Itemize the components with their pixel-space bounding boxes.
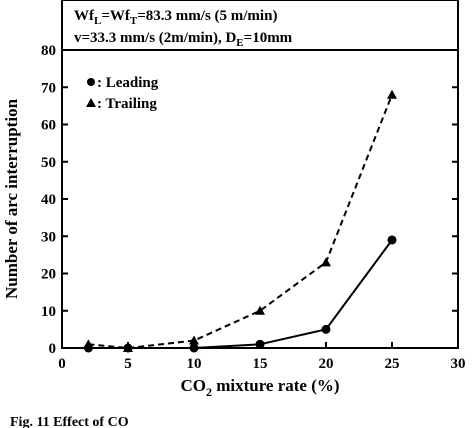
legend-trailing-label: : Trailing (97, 96, 157, 112)
x-label-rest: mixture rate (%) (212, 376, 340, 395)
y-tick-label: 0 (49, 341, 57, 357)
data-point-trailing (255, 305, 265, 315)
cond2-prefix: v=33.3 mm/s (2m/min), D (74, 30, 236, 46)
y-axis-label: Number of arc interruption (2, 98, 21, 299)
conditions-box (61, 0, 459, 51)
legend: : Leading : Trailing (86, 75, 159, 112)
x-tick-label: 0 (58, 356, 66, 372)
y-tick-label: 70 (41, 80, 56, 96)
y-tick-label: 20 (41, 267, 56, 283)
x-tick-label: 30 (451, 356, 466, 372)
cond1-mid: =Wf (101, 8, 131, 24)
x-tick-label: 25 (385, 356, 400, 372)
data-point-trailing (83, 339, 94, 349)
data-point-trailing (123, 343, 133, 352)
legend-leading-marker (87, 78, 95, 86)
x-tick-label: 5 (124, 356, 132, 372)
cond2-sub: E (236, 37, 243, 49)
y-tick-label: 40 (41, 192, 56, 208)
legend-trailing-marker (86, 98, 96, 107)
cond2-rest: =10mm (244, 30, 293, 46)
cond1-sub2: T (130, 15, 138, 27)
conditions-line-1: WfL=WfT=83.3 mm/s (5 m/min) (74, 8, 277, 27)
y-tick-label: 60 (41, 118, 56, 134)
x-axis-label: CO2 mixture rate (%) (180, 376, 339, 399)
cond1-rest: =83.3 mm/s (5 m/min) (137, 8, 277, 24)
series-line-leading (88, 239, 393, 349)
cond1-sub1: L (94, 15, 101, 27)
data-point-leading (189, 343, 199, 353)
data-point-leading (387, 235, 397, 245)
x-tick-label: 10 (187, 356, 202, 372)
series-layer (83, 89, 397, 353)
y-tick-label: 50 (41, 155, 56, 171)
x-tick-label: 20 (319, 356, 334, 372)
series-line-trailing (88, 94, 393, 350)
cond1-prefix: Wf (74, 8, 95, 24)
y-axis-ticks: 0 10 20 30 40 50 60 70 80 (41, 43, 458, 357)
figure-caption: Fig. 11 Effect of CO (10, 415, 129, 428)
data-point-trailing (321, 257, 331, 267)
data-point-trailing (189, 335, 199, 345)
data-point-trailing (387, 89, 397, 99)
x-label-main: CO (180, 376, 206, 395)
conditions-line-2: v=33.3 mm/s (2m/min), DE=10mm (74, 30, 293, 49)
y-tick-label: 80 (41, 43, 56, 59)
legend-leading-label: : Leading (97, 75, 159, 91)
y-tick-label: 10 (41, 304, 56, 320)
x-label-sub: 2 (206, 385, 212, 399)
data-point-leading (255, 339, 265, 349)
data-point-leading (321, 324, 331, 334)
y-tick-label: 30 (41, 229, 56, 245)
x-tick-label: 15 (253, 356, 268, 372)
plot-frame (61, 49, 459, 349)
